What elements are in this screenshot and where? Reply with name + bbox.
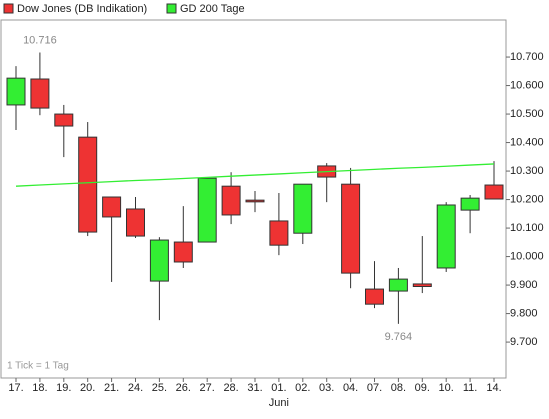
low-annotation: 9.764	[385, 331, 413, 343]
y-tick-label: 10.500	[510, 108, 544, 120]
x-tick-label: 07.	[367, 382, 382, 394]
candle-body	[30, 78, 50, 109]
x-tick-label: 31.	[247, 382, 262, 394]
candle-body	[460, 197, 480, 211]
x-tick-label: 11.	[463, 382, 477, 394]
x-tick-label: 08.	[391, 382, 406, 394]
tick-note: 1 Tick = 1 Tag	[7, 361, 69, 372]
candle-body	[173, 241, 193, 263]
y-tick-label: 9.700	[510, 336, 538, 348]
candle-body	[6, 77, 26, 106]
legend-label: GD 200 Tage	[180, 3, 245, 15]
y-tick-label: 10.000	[510, 250, 544, 262]
legend-swatch	[166, 3, 177, 14]
x-tick-label: 24.	[128, 382, 143, 394]
legend-swatch	[3, 3, 14, 14]
plot-frame	[0, 19, 507, 379]
candle-body	[197, 177, 217, 243]
candle-body	[341, 183, 361, 274]
y-tick-label: 9.800	[510, 307, 538, 319]
candle-body	[484, 184, 504, 200]
candle-body	[221, 185, 241, 216]
y-tick-label: 9.900	[510, 279, 538, 291]
x-tick-label: 20.	[80, 382, 95, 394]
x-tick-label: 19.	[56, 382, 71, 394]
y-tick-label: 10.200	[510, 193, 544, 205]
x-tick-label: 10.	[439, 382, 454, 394]
month-label: Juni	[269, 397, 289, 409]
x-tick-label: 02.	[295, 382, 310, 394]
x-tick-label: 01.	[271, 382, 286, 394]
candle-body	[54, 113, 74, 127]
y-tick-label: 10.600	[510, 79, 544, 91]
x-tick-label: 27.	[200, 382, 215, 394]
candle-body	[269, 220, 289, 246]
y-tick-label: 10.400	[510, 136, 544, 148]
candle-body	[102, 196, 122, 218]
x-tick-label: 04.	[343, 382, 358, 394]
y-tick-label: 10.700	[510, 51, 544, 63]
x-tick-label: 18.	[32, 382, 47, 394]
candle-body	[388, 278, 408, 292]
candle-body	[126, 208, 145, 237]
x-tick-label: 03.	[319, 382, 334, 394]
candle-body	[78, 136, 98, 233]
x-tick-label: 21.	[104, 382, 119, 394]
legend-label: Dow Jones (DB Indikation)	[17, 3, 147, 15]
candle-body	[293, 183, 313, 234]
candle-body	[412, 283, 432, 288]
x-tick-label: 25.	[152, 382, 167, 394]
high-annotation: 10.716	[23, 34, 57, 46]
candle-body	[436, 204, 456, 269]
candle-body	[365, 288, 384, 305]
candle-body	[149, 239, 169, 282]
x-tick-label: 17.	[8, 382, 23, 394]
moving-average-line	[15, 163, 495, 187]
y-tick-label: 10.300	[510, 165, 544, 177]
x-tick-label: 28.	[223, 382, 238, 394]
x-tick-label: 14.	[486, 382, 501, 394]
y-tick-label: 10.100	[510, 222, 544, 234]
x-tick-label: 26.	[176, 382, 191, 394]
candle-body	[245, 199, 265, 203]
x-tick-label: 09.	[415, 382, 430, 394]
